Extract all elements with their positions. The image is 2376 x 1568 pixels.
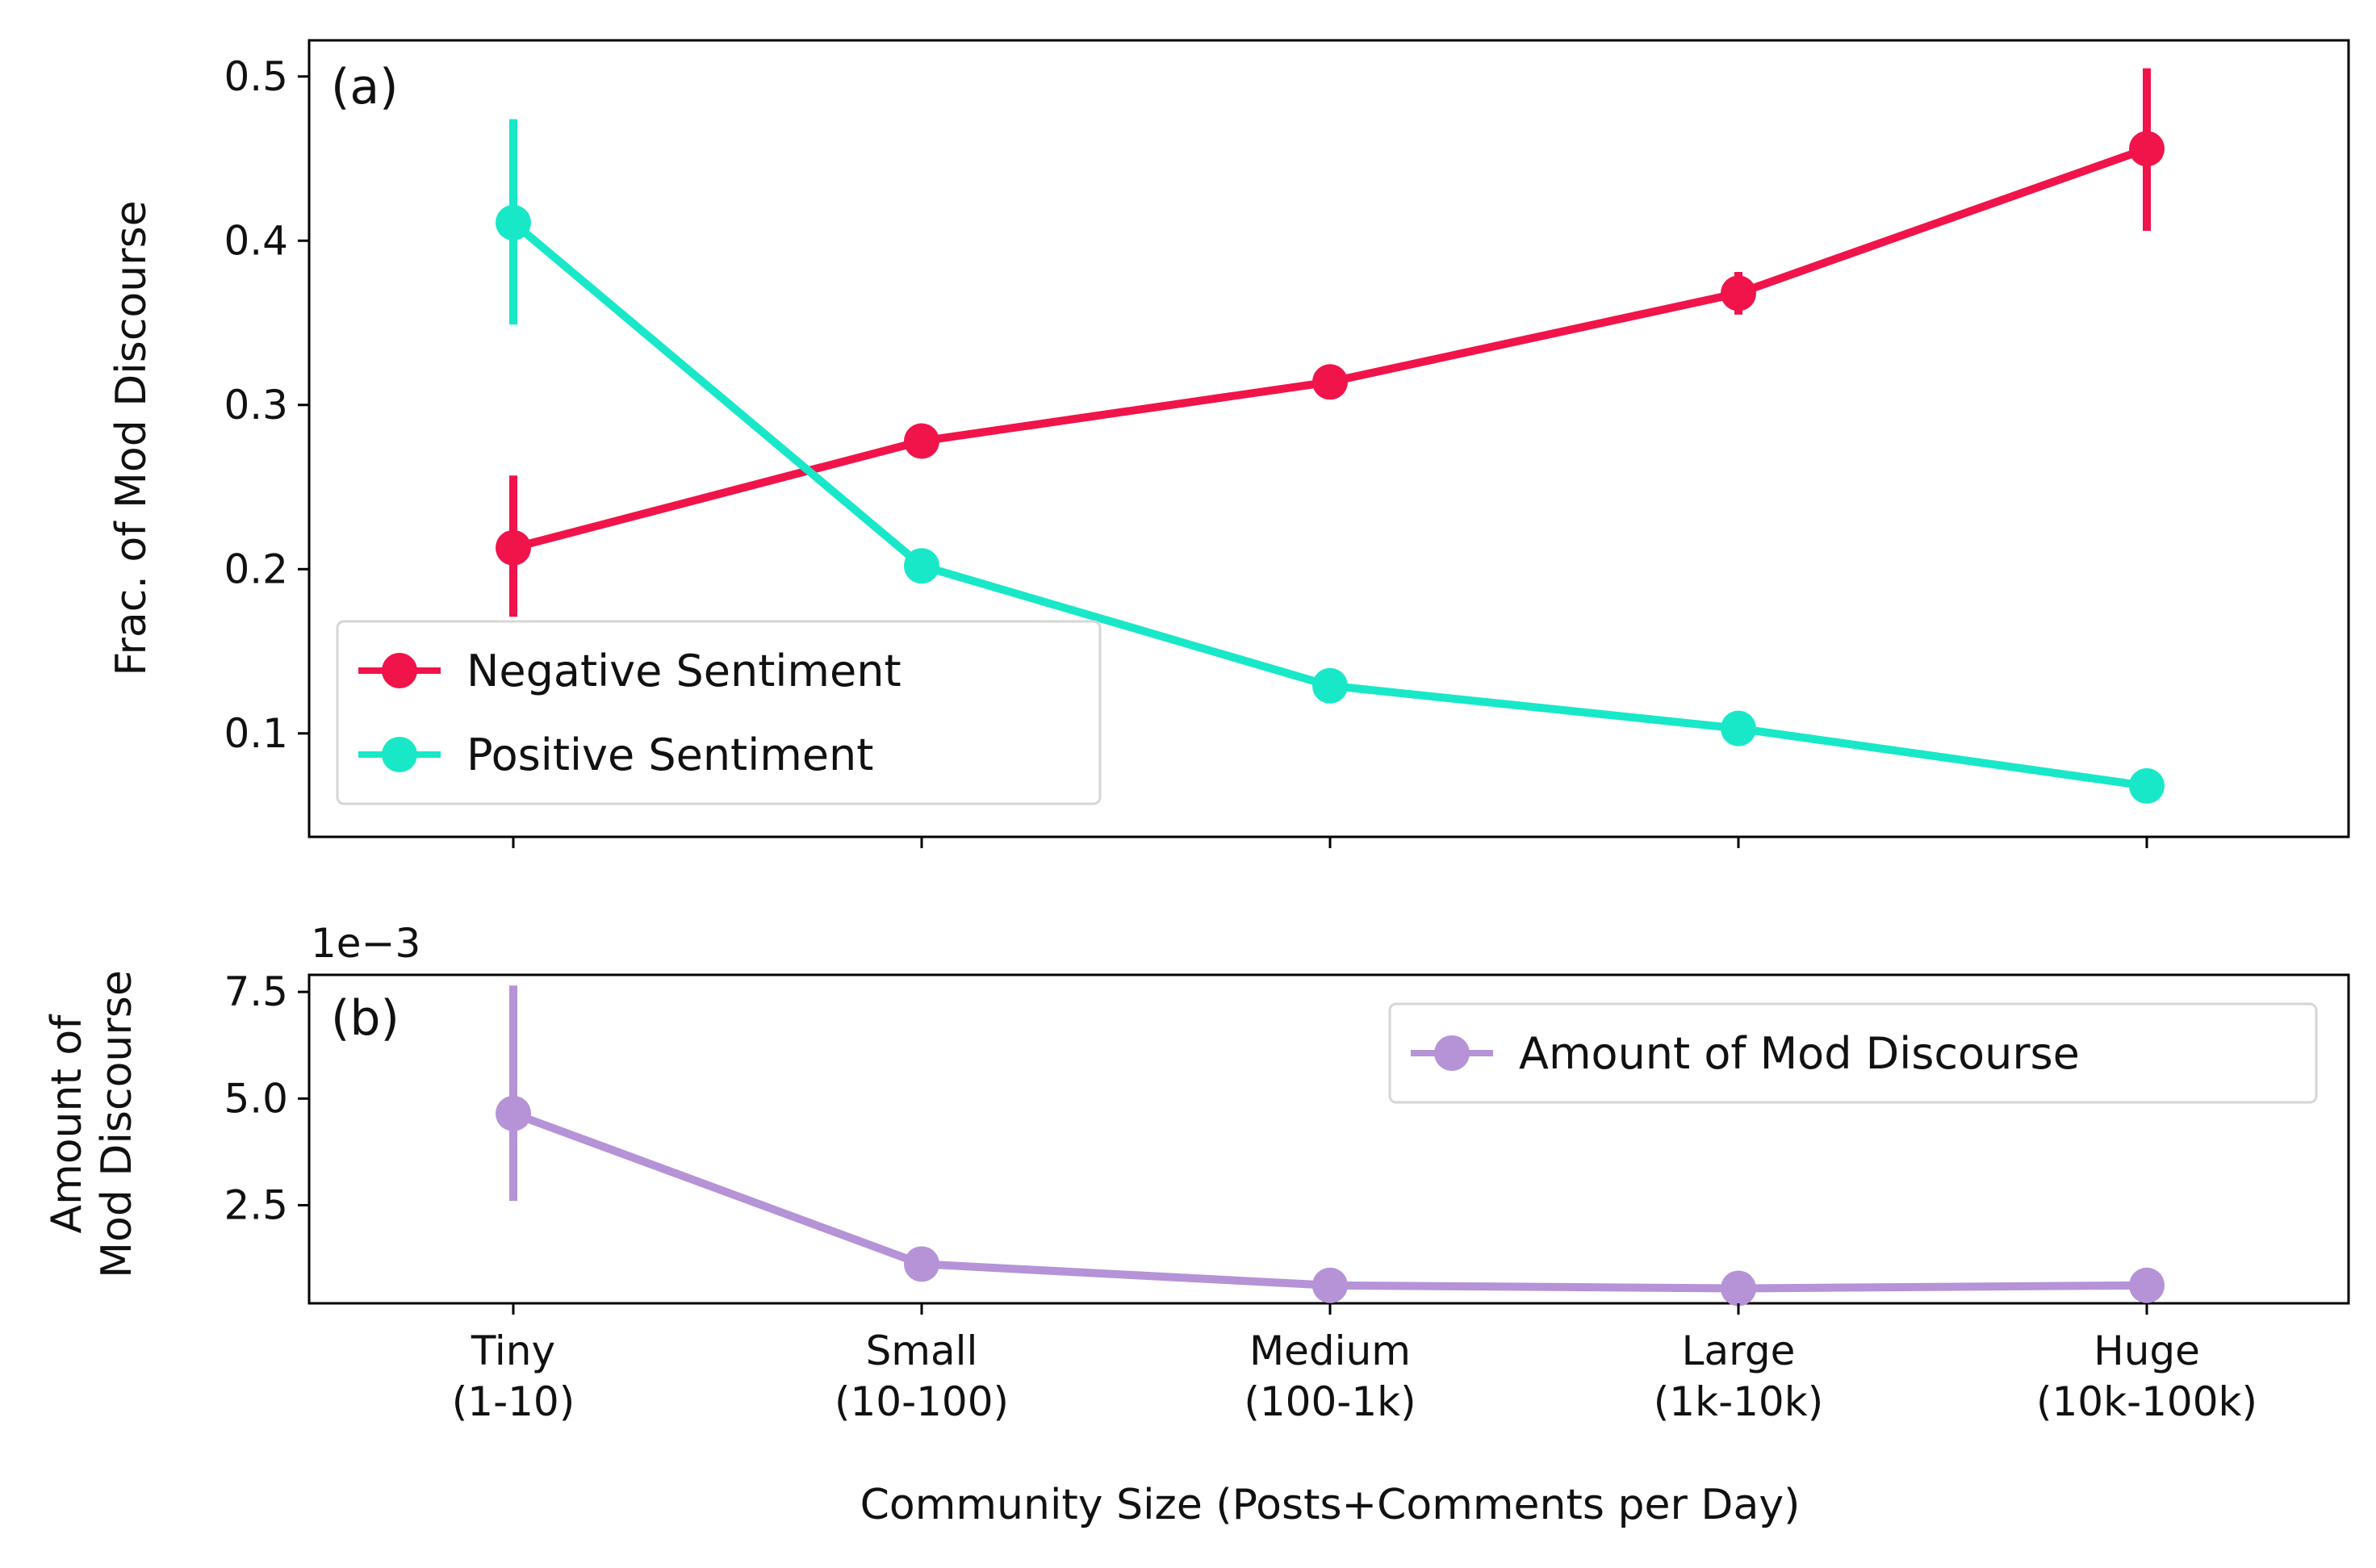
- panel-a-sentiment-chart: 0.1 0.2 0.3 0.4 0.5 (a) Frac. of Mod Discour…: [107, 39, 2350, 848]
- legend-item-negative-sentiment: Negative Sentiment: [358, 646, 901, 696]
- panel-a-y-tick-label: 0.1: [224, 710, 288, 757]
- panel-a-legend: Negative Sentiment Positive Sentiment: [336, 620, 1102, 805]
- panel-b-y-axis-title: Amount ofMod Discourse: [43, 970, 141, 1278]
- panel-b-amount-chart: 2.5 5.0 7.5 Tiny (1-10) Small (10-100) Medium(…: [43, 920, 2350, 1529]
- panel-a-series-layer: [496, 68, 2165, 804]
- panel-a-label: (a): [331, 59, 399, 115]
- x-tick-label-large: Large (1k-10k): [1654, 1328, 1823, 1425]
- x-tick-label-small: Small (10-100): [835, 1328, 1009, 1425]
- panel-a-series-negative-sentiment: [496, 68, 2165, 617]
- panel-b-legend: Amount of Mod Discourse: [1388, 1002, 2318, 1104]
- data-point: [496, 204, 531, 240]
- legend-marker-swatch: [382, 737, 417, 772]
- x-tick-label-huge: Huge (10k-100k): [2036, 1328, 2257, 1425]
- panel-b-y-tick-label: 2.5: [224, 1181, 288, 1228]
- data-point: [496, 1095, 531, 1131]
- panel-b-scale-offset: 1e−3: [311, 920, 420, 967]
- legend-marker-swatch: [1434, 1035, 1470, 1071]
- data-point: [1721, 710, 1756, 746]
- data-point: [2129, 767, 2165, 804]
- data-point: [1312, 667, 1348, 704]
- panel-b-y-tick-label: 7.5: [224, 968, 288, 1015]
- panel-a-y-ticks: 0.1 0.2 0.3 0.4 0.5: [224, 53, 309, 757]
- data-point: [1721, 275, 1756, 312]
- panel-a-x-ticks: [512, 837, 2148, 848]
- legend-label: Amount of Mod Discourse: [1519, 1028, 2080, 1079]
- panel-b-label: (b): [331, 990, 399, 1047]
- panel-b-y-ticks: 2.5 5.0 7.5: [224, 968, 309, 1228]
- legend-item-positive-sentiment: Positive Sentiment: [358, 730, 873, 780]
- data-point: [1312, 1267, 1348, 1303]
- panel-a-y-tick-label: 0.2: [224, 546, 288, 592]
- data-point: [904, 423, 939, 459]
- data-point: [496, 529, 531, 566]
- legend-frame: [336, 620, 1102, 805]
- panel-b-y-tick-label: 5.0: [224, 1075, 288, 1122]
- legend-label: Positive Sentiment: [466, 730, 873, 780]
- panel-a-y-axis-title: Frac. of Mod Discourse: [107, 200, 156, 675]
- panel-a-y-tick-label: 0.5: [224, 53, 288, 100]
- data-point: [904, 1246, 939, 1282]
- data-point: [1312, 364, 1348, 400]
- data-point: [2129, 131, 2165, 167]
- panel-b-series-layer: [496, 985, 2165, 1307]
- legend-item-amount-of-mod-discourse: Amount of Mod Discourse: [1411, 1028, 2080, 1079]
- panel-b-x-axis-title: Community Size (Posts+Comments per Day): [860, 1481, 1801, 1529]
- x-tick-label-medium: Medium (100-1k): [1244, 1328, 1416, 1425]
- legend-label: Negative Sentiment: [466, 646, 901, 696]
- panel-a-y-tick-label: 0.4: [224, 217, 288, 264]
- data-point: [1721, 1270, 1756, 1307]
- panel-b-series-amount-of-mod-discourse: [496, 985, 2165, 1307]
- data-point: [2129, 1267, 2165, 1303]
- panel-a-y-tick-label: 0.3: [224, 382, 288, 429]
- data-point: [904, 548, 939, 584]
- panel-a-series-positive-sentiment: [496, 119, 2165, 804]
- panel-b-x-ticks: Tiny (1-10) Small (10-100) Medium (100-1k) Lar…: [452, 1303, 2257, 1425]
- legend-marker-swatch: [382, 653, 417, 688]
- x-tick-label-tiny: Tiny (1-10): [452, 1328, 575, 1425]
- legend-frame: [1388, 1002, 2318, 1104]
